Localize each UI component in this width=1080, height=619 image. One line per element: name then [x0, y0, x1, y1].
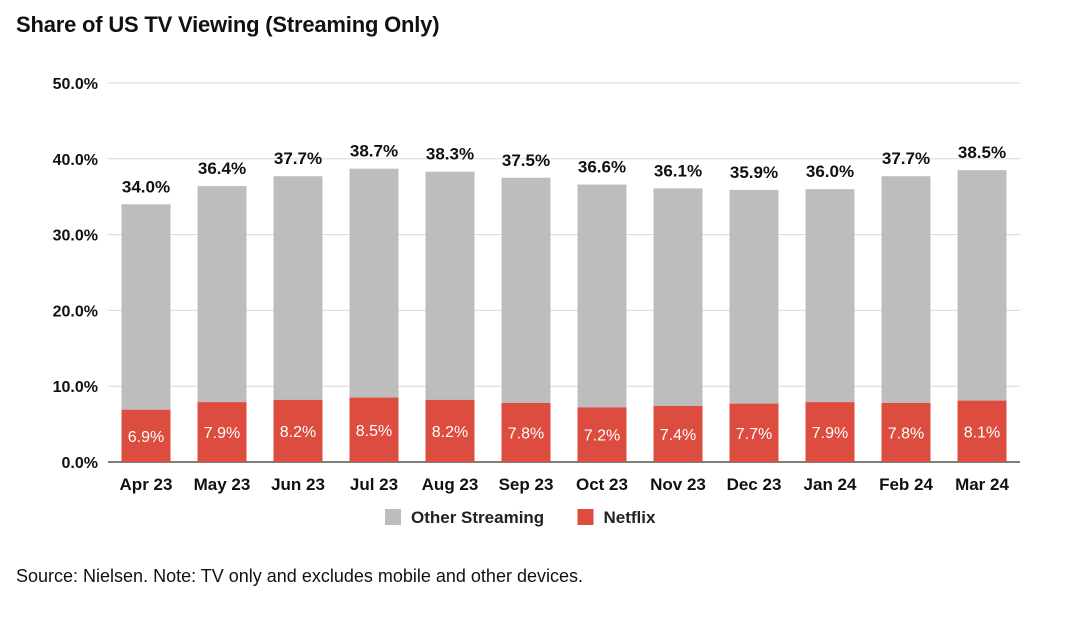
bar-netflix — [653, 405, 703, 462]
bar-netflix — [957, 400, 1007, 462]
total-data-label: 36.4% — [198, 159, 246, 178]
total-data-label: 38.3% — [426, 145, 474, 164]
bar-other-streaming — [197, 186, 247, 403]
y-tick-label: 10.0% — [53, 379, 98, 396]
y-tick-label: 0.0% — [62, 455, 98, 472]
x-tick-label: Apr 23 — [120, 475, 173, 494]
y-axis-ticks: 0.0% 10.0% 20.0% 30.0% 40.0% 50.0% — [53, 76, 98, 472]
total-data-label: 37.5% — [502, 151, 550, 170]
netflix-data-label: 7.9% — [812, 425, 848, 442]
total-data-label: 34.0% — [122, 177, 170, 196]
bar-netflix — [805, 402, 855, 462]
total-data-label: 35.9% — [730, 163, 778, 182]
netflix-data-label: 7.4% — [660, 427, 696, 444]
netflix-data-label: 8.2% — [432, 424, 468, 441]
bar-other-streaming — [805, 189, 855, 403]
y-tick-label: 20.0% — [53, 303, 98, 320]
netflix-data-label: 8.5% — [356, 423, 392, 440]
x-tick-label: Jun 23 — [271, 475, 325, 494]
total-data-label: 37.7% — [882, 149, 930, 168]
bars — [121, 168, 1007, 462]
bar-netflix — [577, 407, 627, 462]
netflix-data-label: 7.7% — [736, 426, 772, 443]
legend-swatch-netflix — [577, 509, 594, 525]
y-tick-label: 50.0% — [53, 76, 98, 93]
x-tick-label: Aug 23 — [422, 475, 479, 494]
bar-other-streaming — [425, 171, 475, 400]
bar-netflix — [729, 403, 779, 462]
x-tick-label: Jul 23 — [350, 475, 398, 494]
bar-netflix — [425, 399, 475, 462]
netflix-data-label: 7.8% — [508, 425, 544, 442]
netflix-data-label: 7.2% — [584, 428, 620, 445]
bar-other-streaming — [273, 176, 323, 400]
x-tick-label: Oct 23 — [576, 475, 628, 494]
x-tick-label: Sep 23 — [499, 475, 554, 494]
netflix-data-label: 8.2% — [280, 424, 316, 441]
gridlines — [108, 82, 1020, 463]
bar-other-streaming — [349, 168, 399, 398]
bar-netflix — [197, 402, 247, 462]
netflix-data-label: 7.9% — [204, 425, 240, 442]
netflix-data-label: 7.8% — [888, 425, 924, 442]
x-tick-label: Dec 23 — [727, 475, 782, 494]
total-data-label: 38.7% — [350, 142, 398, 161]
bar-netflix — [501, 402, 551, 462]
bar-other-streaming — [653, 188, 703, 406]
chart-title: Share of US TV Viewing (Streaming Only) — [16, 12, 440, 37]
total-data-label: 36.0% — [806, 162, 854, 181]
total-data-label: 37.7% — [274, 149, 322, 168]
bar-netflix — [121, 409, 171, 462]
total-data-label: 38.5% — [958, 143, 1006, 162]
bar-netflix — [349, 397, 399, 462]
data-labels: 6.9% 34.0% 7.9% 36.4% 8.2% 37.7% 8.5% 38.7% 8.2%… — [122, 142, 1006, 446]
netflix-data-label: 8.1% — [964, 424, 1000, 441]
y-tick-label: 30.0% — [53, 228, 98, 245]
bar-other-streaming — [577, 184, 627, 408]
x-tick-label: May 23 — [194, 475, 251, 494]
bar-other-streaming — [957, 170, 1007, 401]
legend: Other Streaming Netflix — [385, 508, 656, 527]
total-data-label: 36.6% — [578, 158, 626, 177]
bar-netflix — [273, 399, 323, 462]
x-tick-label: Mar 24 — [955, 475, 1009, 494]
bar-netflix — [881, 402, 931, 462]
legend-swatch-other-streaming — [385, 509, 401, 525]
total-data-label: 36.1% — [654, 161, 702, 180]
bar-other-streaming — [121, 204, 171, 410]
y-tick-label: 40.0% — [53, 152, 98, 169]
stacked-bar-chart: 0.0% 10.0% 20.0% 30.0% 40.0% 50.0% 6.9% 34.0% 7… — [53, 76, 1020, 527]
bar-other-streaming — [729, 189, 779, 404]
netflix-data-label: 6.9% — [128, 429, 164, 446]
source-note: Source: Nielsen. Note: TV only and exclu… — [16, 566, 583, 586]
x-tick-label: Nov 23 — [650, 475, 706, 494]
x-axis-ticks: Apr 23 May 23 Jun 23 Jul 23 Aug 23 Sep 23 Oct … — [120, 475, 1010, 494]
bar-other-streaming — [881, 176, 931, 403]
legend-label-netflix: Netflix — [604, 508, 657, 527]
legend-label-other-streaming: Other Streaming — [411, 508, 544, 527]
x-tick-label: Jan 24 — [804, 475, 857, 494]
x-tick-label: Feb 24 — [879, 475, 933, 494]
bar-other-streaming — [501, 177, 551, 403]
